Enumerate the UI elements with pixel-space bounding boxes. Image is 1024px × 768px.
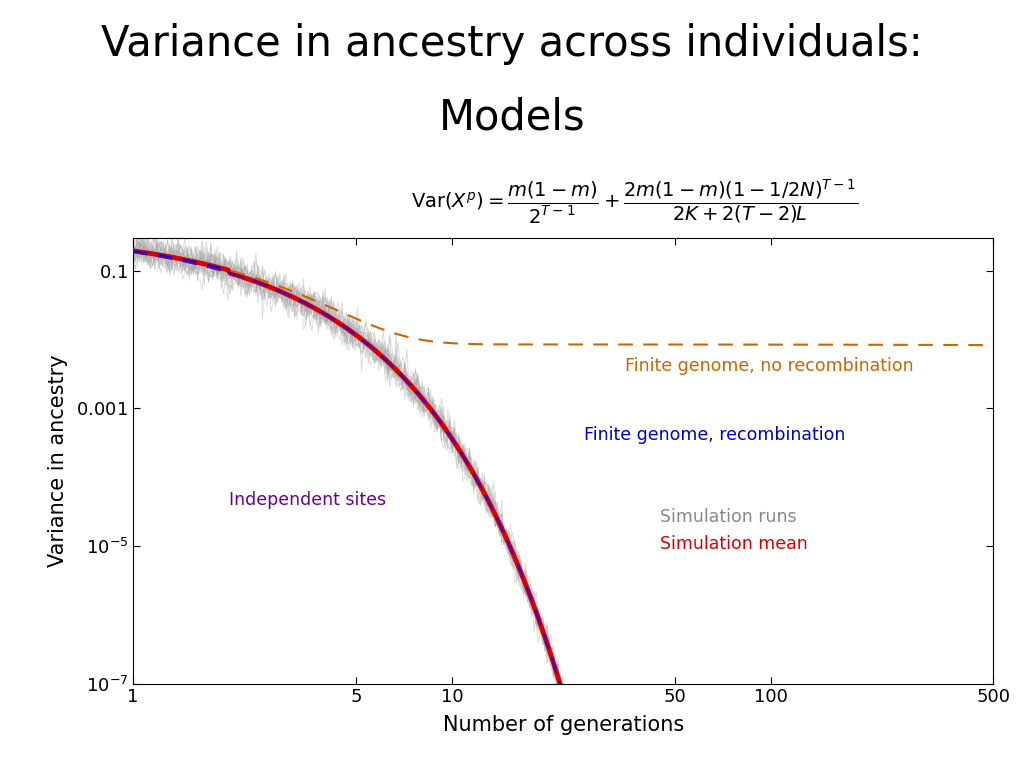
Text: Simulation mean: Simulation mean	[660, 535, 808, 553]
Text: Simulation runs: Simulation runs	[660, 508, 797, 526]
Text: Models: Models	[438, 96, 586, 138]
X-axis label: Number of generations: Number of generations	[442, 715, 684, 735]
Y-axis label: Variance in ancestry: Variance in ancestry	[48, 355, 69, 567]
Text: Finite genome, recombination: Finite genome, recombination	[584, 425, 846, 444]
Text: $\mathrm{Var}(X^p) = \dfrac{m(1-m)}{2^{T-1}} + \dfrac{2m(1-m)(1-1/2N)^{T-1}}{2K+: $\mathrm{Var}(X^p) = \dfrac{m(1-m)}{2^{T…	[412, 177, 858, 224]
Text: Finite genome, no recombination: Finite genome, no recombination	[626, 357, 913, 375]
Text: Independent sites: Independent sites	[229, 491, 386, 508]
Text: Variance in ancestry across individuals:: Variance in ancestry across individuals:	[101, 23, 923, 65]
